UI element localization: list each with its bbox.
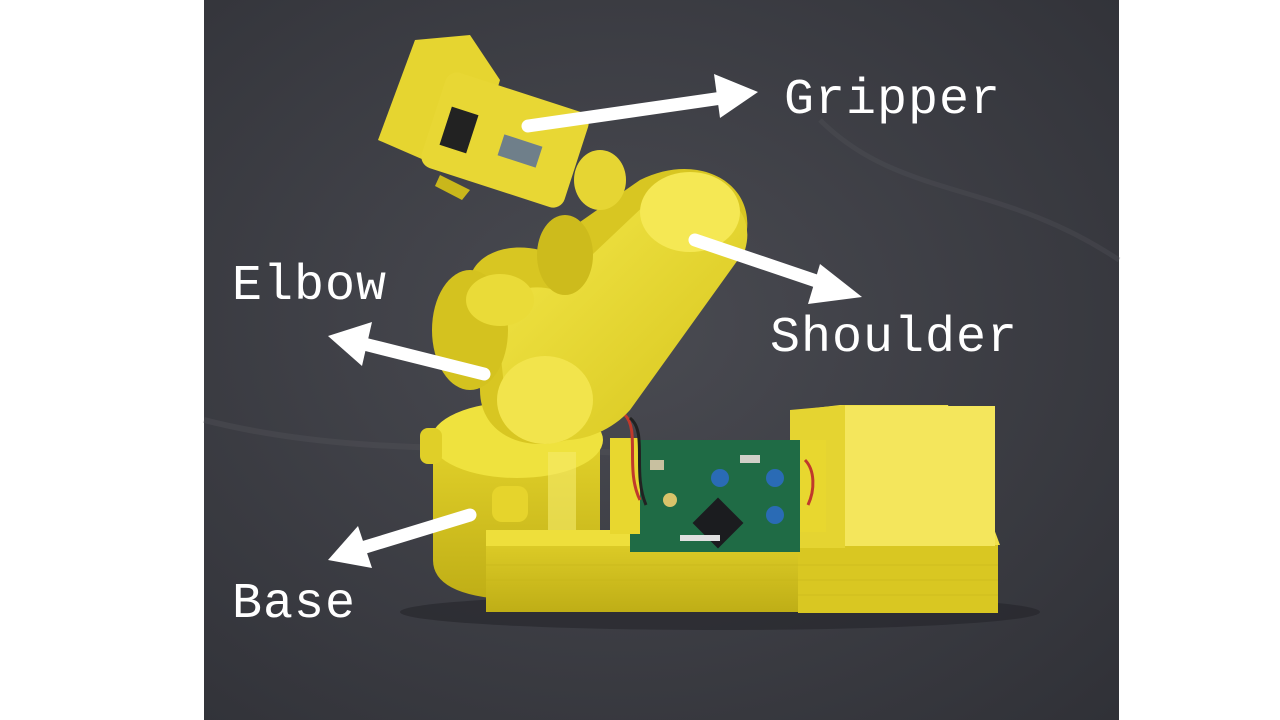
right-margin <box>1119 0 1280 720</box>
base-arrow <box>328 508 477 568</box>
backdrop-fold <box>818 118 1121 263</box>
elbow-label: Elbow <box>232 258 388 315</box>
shoulder-label: Shoulder <box>770 310 1019 367</box>
left-margin <box>0 0 204 720</box>
gripper-label: Gripper <box>784 72 1002 129</box>
base-label: Base <box>232 576 357 633</box>
circuit-board <box>610 413 826 552</box>
shoulder-arrow <box>688 233 862 304</box>
elbow-arrow <box>328 322 491 381</box>
base-box <box>486 405 1000 613</box>
gripper-arrow <box>521 74 758 133</box>
gripper <box>378 35 589 208</box>
lower-arm <box>468 168 748 444</box>
